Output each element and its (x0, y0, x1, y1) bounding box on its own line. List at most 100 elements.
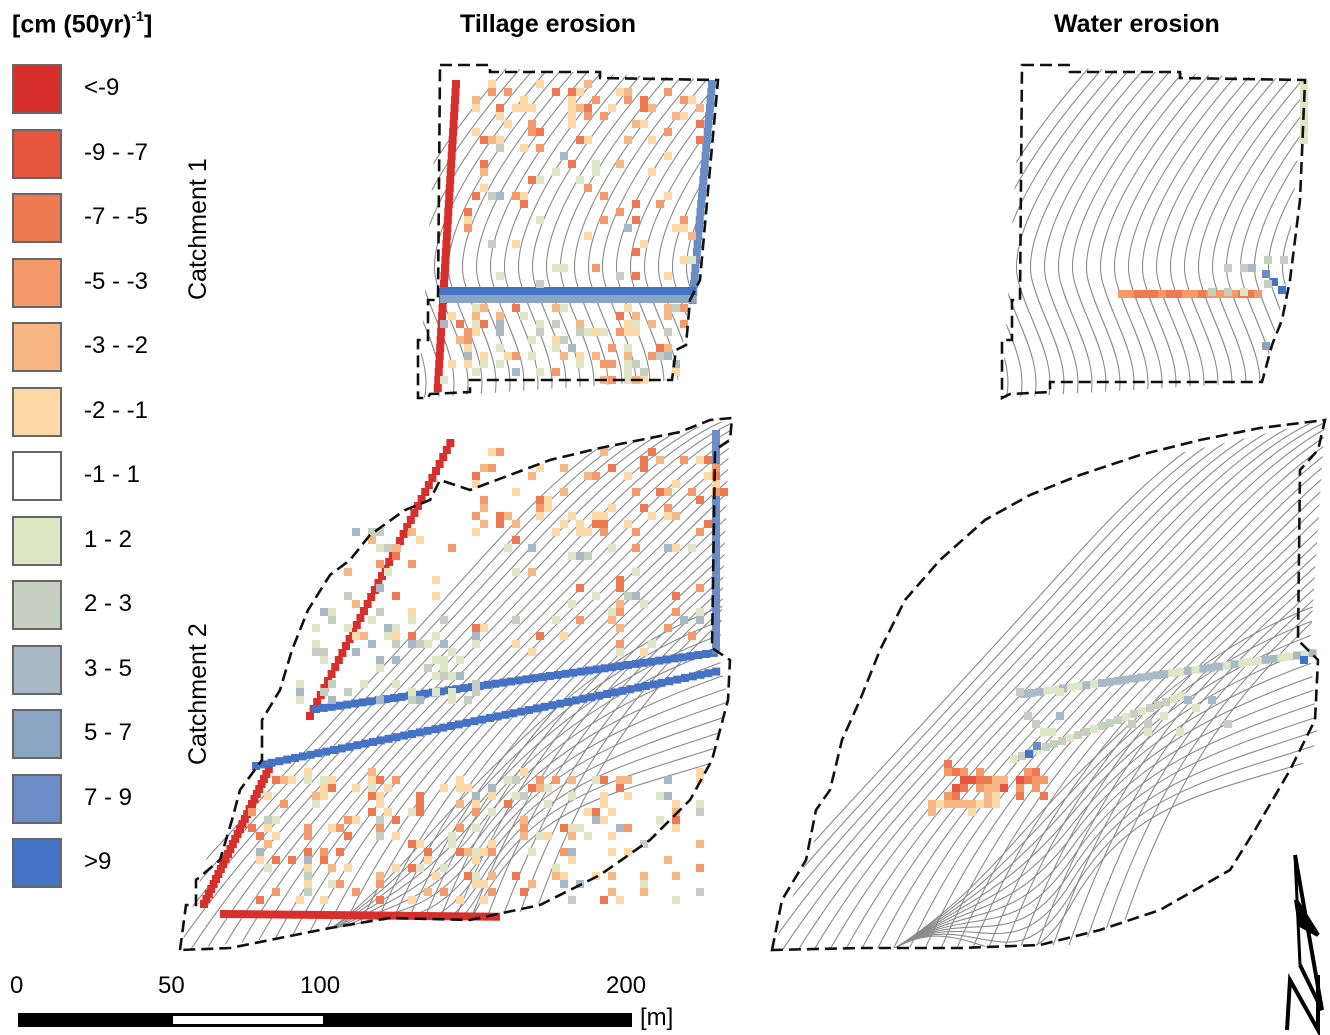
erosion-cell (428, 474, 437, 482)
erosion-cell (624, 520, 632, 528)
erosion-cell (421, 689, 430, 698)
erosion-cell (256, 848, 264, 856)
erosion-cell (1035, 687, 1044, 696)
erosion-cell (528, 568, 536, 576)
erosion-cell (480, 352, 488, 360)
erosion-cell (396, 537, 404, 545)
erosion-cell (376, 776, 384, 784)
erosion-cell (440, 784, 448, 792)
erosion-cell (1027, 688, 1036, 697)
erosion-cell (512, 520, 520, 528)
erosion-cell (448, 136, 457, 144)
contour-line (231, 420, 730, 950)
erosion-cell (608, 608, 616, 616)
erosion-cell (616, 208, 624, 216)
erosion-cell (560, 352, 568, 360)
erosion-cell (520, 192, 528, 200)
erosion-cell (480, 168, 488, 176)
erosion-cell (478, 715, 487, 724)
erosion-cell (408, 608, 416, 616)
erosion-cell (552, 776, 560, 784)
erosion-cell (592, 592, 600, 600)
erosion-cell (688, 672, 697, 681)
erosion-cell (480, 360, 488, 368)
erosion-cell (576, 104, 584, 112)
erosion-cell (221, 855, 230, 863)
erosion-cell (1192, 704, 1200, 712)
erosion-cell (520, 295, 528, 303)
erosion-cell (472, 472, 480, 480)
contour-line (983, 420, 1325, 950)
erosion-cell (584, 112, 592, 120)
contour-line (1141, 65, 1265, 398)
erosion-cell (376, 824, 384, 832)
erosion-cell (552, 616, 560, 624)
erosion-cell (448, 840, 456, 848)
erosion-cell (256, 856, 264, 864)
erosion-cell (312, 648, 320, 656)
erosion-cell (576, 528, 584, 536)
erosion-cell (976, 776, 984, 784)
erosion-cell (680, 216, 688, 224)
erosion-cell (640, 120, 648, 128)
erosion-cell (664, 88, 672, 96)
legend-label: -9 - -7 (84, 138, 149, 166)
erosion-cell (472, 808, 480, 816)
erosion-cell (328, 608, 336, 616)
erosion-cell (608, 888, 616, 896)
erosion-cell (408, 528, 416, 536)
erosion-cell (416, 864, 424, 872)
erosion-cell (536, 328, 544, 336)
erosion-cell (552, 368, 560, 376)
erosion-cell (656, 816, 664, 824)
erosion-cell (600, 800, 608, 808)
contour-line (891, 711, 1325, 950)
erosion-cell (702, 136, 711, 144)
contour-line (299, 683, 730, 950)
erosion-cell (267, 758, 276, 767)
erosion-cell (976, 800, 984, 808)
erosion-cell (1016, 776, 1024, 784)
erosion-cell (1150, 290, 1158, 298)
contour-line (1095, 420, 1325, 950)
erosion-cell (501, 710, 510, 719)
erosion-cell (392, 816, 400, 824)
erosion-cell (608, 295, 616, 303)
erosion-cell (470, 717, 479, 726)
contour-line (1225, 65, 1305, 398)
erosion-cell (536, 784, 544, 792)
erosion-cell (696, 496, 704, 504)
erosion-cell (444, 208, 453, 216)
erosion-cell (319, 703, 328, 712)
erosion-cell (536, 287, 544, 295)
erosion-cell (1114, 716, 1122, 724)
erosion-cell (568, 856, 576, 864)
erosion-cell (944, 768, 952, 776)
erosion-cell (648, 104, 656, 112)
erosion-cell (472, 856, 480, 864)
erosion-cell (592, 808, 600, 816)
contour-line (1197, 65, 1305, 398)
erosion-cell (450, 104, 459, 112)
erosion-cell (569, 668, 578, 677)
erosion-cell (480, 320, 488, 328)
erosion-cell (376, 584, 384, 592)
erosion-cell (1300, 650, 1309, 659)
erosion-cell (214, 870, 223, 878)
erosion-cell (656, 792, 664, 800)
contour-line (772, 420, 1325, 950)
erosion-cell (306, 750, 315, 759)
erosion-cell (1090, 680, 1099, 689)
erosion-cell (488, 848, 496, 856)
erosion-cell (432, 592, 440, 600)
contour-line (839, 420, 1325, 950)
contour-line (1015, 65, 1139, 398)
erosion-cell (960, 768, 968, 776)
erosion-cell (632, 488, 640, 496)
erosion-cell (250, 795, 259, 803)
erosion-cell (664, 504, 672, 512)
erosion-cell (496, 360, 504, 368)
erosion-cell (530, 674, 539, 683)
erosion-cell (688, 232, 696, 240)
erosion-cell (480, 304, 488, 312)
